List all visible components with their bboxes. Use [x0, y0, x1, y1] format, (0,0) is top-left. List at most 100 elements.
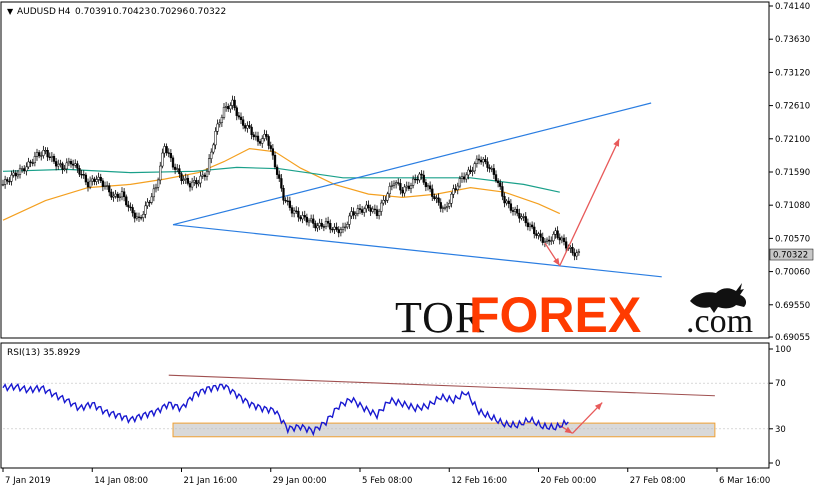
watermark-com: .com: [686, 303, 753, 340]
candle-body: [424, 182, 428, 188]
price-axis-label: 0.71080: [775, 201, 810, 211]
candle-body: [354, 213, 357, 216]
candle-body: [31, 162, 34, 164]
candle-body: [324, 221, 328, 227]
candle-body: [316, 225, 319, 229]
candle-body: [86, 181, 90, 188]
candle-body: [403, 186, 406, 194]
candle-body: [80, 174, 83, 176]
candle-body: [530, 224, 534, 228]
candle-body: [129, 206, 132, 209]
candle-body: [20, 168, 24, 170]
candle-body: [78, 168, 81, 175]
candle-body: [520, 216, 523, 219]
candle-body: [524, 216, 527, 224]
candle-body: [250, 126, 253, 135]
candle-body: [307, 220, 311, 223]
candle-body: [554, 230, 557, 235]
candle-body: [252, 134, 255, 138]
candle-body: [48, 156, 51, 158]
ohlc-open: 0.70391: [75, 7, 112, 17]
candle-body: [127, 204, 130, 208]
moving-average-line-1: [2, 147, 561, 221]
candle-body: [167, 152, 170, 154]
candle-body: [437, 197, 440, 203]
candle-body: [333, 226, 336, 230]
candle-body: [44, 150, 47, 152]
candle-body: [193, 180, 196, 183]
candle-body: [171, 157, 175, 168]
candle-body: [418, 173, 421, 181]
channel-trendline-1: [172, 102, 652, 226]
candle-body: [543, 241, 547, 243]
candle-body: [312, 218, 315, 224]
candle-body: [443, 207, 447, 209]
candle-body: [499, 182, 502, 187]
candle-body: [190, 181, 194, 188]
candle-body: [248, 125, 251, 128]
candle-body: [397, 182, 400, 184]
candle-body: [267, 136, 270, 146]
candle-body: [513, 208, 517, 212]
candle-body: [450, 193, 453, 204]
candle-body: [360, 209, 364, 213]
candle-body: [492, 168, 496, 175]
time-axis-label: 14 Jan 08:00: [94, 476, 148, 486]
candle-body: [420, 173, 423, 176]
time-axis-label: 29 Jan 00:00: [273, 476, 327, 486]
candle-body: [511, 210, 515, 212]
candle-body: [220, 117, 224, 123]
candle-body: [547, 239, 551, 242]
candle-body: [475, 158, 479, 164]
candle-body: [314, 223, 317, 229]
candle-body: [23, 168, 26, 172]
candle-body: [93, 178, 96, 182]
ohlc-low: 0.70296: [151, 7, 188, 17]
candle-body: [156, 179, 160, 188]
candle-body: [390, 185, 394, 187]
price-axis-label: 0.72610: [775, 102, 810, 112]
rsi-axis-label: 0: [775, 459, 780, 469]
last-price-tag: 0.70322: [769, 248, 814, 261]
time-axis-label: 27 Feb 08:00: [630, 476, 686, 486]
candle-body: [231, 99, 234, 106]
candle-body: [533, 226, 536, 235]
candle-body: [46, 150, 49, 158]
candle-body: [365, 204, 368, 210]
candle-body: [507, 200, 510, 204]
candle-body: [54, 161, 58, 167]
collapse-triangle-icon[interactable]: ▼: [7, 7, 14, 16]
candle-body: [409, 185, 413, 189]
rsi-line: [2, 382, 569, 437]
candle-body: [103, 185, 107, 187]
candle-body: [61, 163, 64, 170]
moving-average-line-2: [2, 166, 560, 193]
time-axis-label: 5 Feb 08:00: [362, 476, 412, 486]
price-axis-label: 0.70570: [775, 234, 810, 244]
candle-body: [165, 146, 168, 153]
candle-body: [428, 185, 432, 190]
candle-body: [108, 185, 111, 193]
rsi-trendline: [168, 374, 715, 397]
candle-body: [197, 182, 200, 185]
candle-body: [280, 178, 283, 189]
candle-body: [356, 208, 360, 214]
candle-body: [486, 161, 489, 168]
candle-body: [562, 237, 566, 242]
candle-body: [97, 176, 100, 180]
candle-body: [239, 116, 243, 120]
candle-body: [462, 176, 466, 180]
candle-body: [52, 155, 56, 162]
candle-body: [139, 217, 143, 219]
candle-body: [265, 134, 268, 137]
candle-body: [303, 215, 306, 218]
candle-body: [101, 180, 105, 187]
candle-body: [99, 176, 102, 182]
candle-body: [133, 212, 136, 219]
candle-body: [490, 168, 493, 170]
candle-body: [25, 166, 28, 172]
candle-body: [235, 107, 238, 116]
candle-body: [573, 252, 576, 257]
candle-body: [275, 166, 279, 175]
candle-body: [488, 167, 491, 170]
